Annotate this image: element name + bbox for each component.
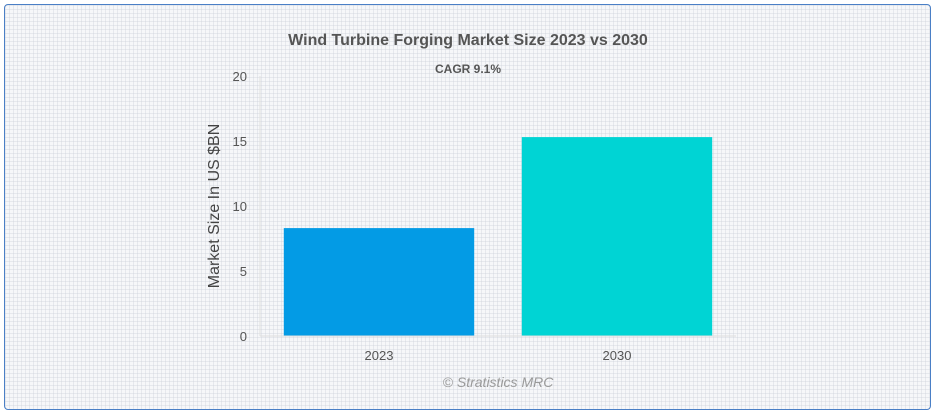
y-tick-label: 0 xyxy=(240,329,247,344)
y-tick-label: 15 xyxy=(233,134,247,149)
chart-title: Wind Turbine Forging Market Size 2023 vs… xyxy=(288,32,648,49)
y-tick-label: 10 xyxy=(233,199,247,214)
y-axis-label: Market Size In US $BN xyxy=(206,124,223,289)
bar-2023[interactable] xyxy=(283,228,475,336)
y-axis: 0 5 10 15 20 xyxy=(233,69,261,344)
bar-2030[interactable] xyxy=(521,137,713,336)
x-tick-label: 2023 xyxy=(365,348,394,363)
bars-group xyxy=(283,137,713,336)
chart-frame xyxy=(4,4,931,410)
y-tick-label: 5 xyxy=(240,264,247,279)
x-tick-label: 2030 xyxy=(603,348,632,363)
credit-text: © Stratistics MRC xyxy=(443,374,555,390)
y-tick-label: 20 xyxy=(233,69,247,84)
chart-subtitle: CAGR 9.1% xyxy=(435,62,501,76)
x-axis: 2023 2030 xyxy=(260,335,736,363)
